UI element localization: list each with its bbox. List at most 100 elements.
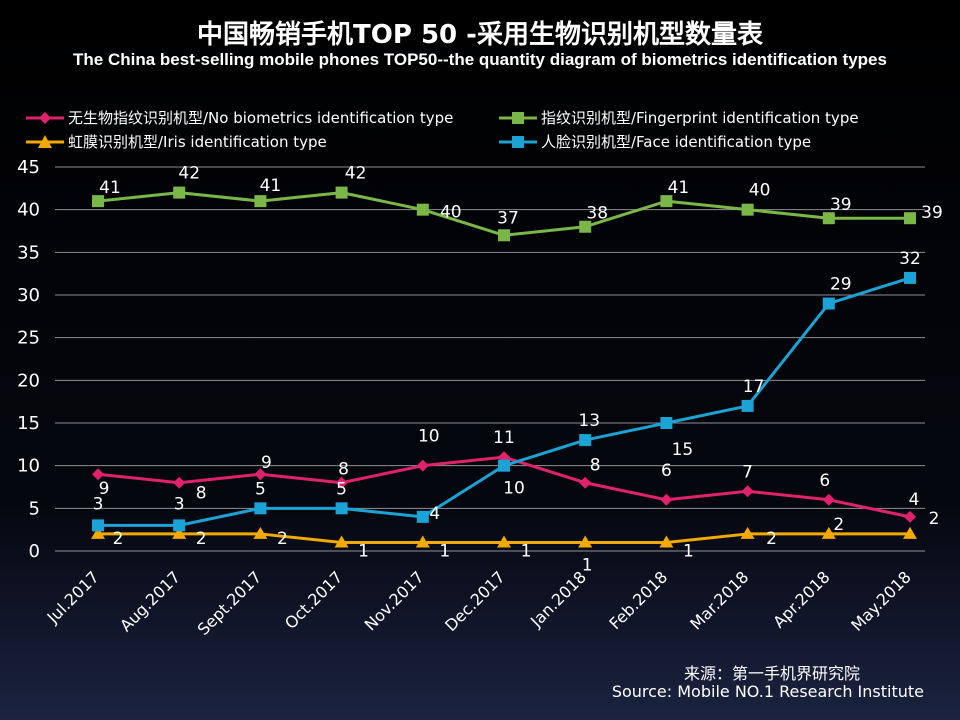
- data-point: [416, 459, 429, 472]
- y-tick-label: 30: [17, 285, 40, 306]
- data-point: [416, 203, 429, 216]
- x-tick-label: Sept.2017: [194, 567, 266, 639]
- data-point: [903, 526, 917, 539]
- data-label: 41: [99, 178, 121, 198]
- data-label: 9: [261, 453, 272, 473]
- y-tick-label: 5: [29, 498, 40, 519]
- data-label: 3: [93, 494, 104, 514]
- y-tick-label: 10: [17, 456, 40, 477]
- chart-subtitle: The China best-selling mobile phones TOP…: [73, 50, 887, 69]
- data-label: 17: [743, 377, 765, 397]
- data-point: [579, 220, 592, 233]
- legend-item-no-biometrics: 无生物指纹识别机型/No biometrics identification t…: [22, 107, 453, 128]
- data-point: [173, 476, 186, 489]
- data-label: 2: [277, 529, 288, 549]
- data-point: [821, 526, 836, 539]
- data-label: 1: [521, 541, 532, 561]
- data-point: [92, 519, 104, 532]
- legend-marker-face: [499, 135, 537, 148]
- data-label: 39: [921, 203, 943, 223]
- data-point: [416, 510, 429, 523]
- data-label: 2: [929, 509, 940, 529]
- data-point: [660, 493, 673, 506]
- data-point: [741, 399, 754, 412]
- legend-label-no-biometrics: 无生物指纹识别机型/No biometrics identification t…: [68, 109, 454, 127]
- data-label: 2: [766, 529, 777, 549]
- data-point: [254, 502, 267, 515]
- data-label: 8: [196, 484, 207, 504]
- data-point: [822, 212, 835, 225]
- legend-label-face: 人脸识别机型/Face identification type: [541, 133, 812, 151]
- legend-marker-no-biometrics: [26, 111, 64, 124]
- source-cn: 来源：第一手机界研究院: [683, 664, 860, 683]
- data-label: 7: [742, 462, 753, 482]
- data-label: 39: [830, 195, 852, 215]
- data-label: 32: [899, 249, 921, 269]
- data-label: 10: [503, 479, 525, 499]
- data-point: [335, 502, 348, 515]
- x-tick-label: Jan.2018: [526, 567, 590, 631]
- x-tick-label: Aug.2017: [116, 567, 184, 635]
- data-point: [497, 535, 511, 548]
- data-point: [660, 417, 673, 429]
- data-point: [578, 535, 593, 548]
- data-label: 37: [497, 208, 519, 228]
- data-point: [335, 186, 348, 199]
- y-tick-label: 15: [17, 413, 40, 434]
- data-point: [904, 271, 916, 284]
- data-label: 6: [661, 461, 672, 481]
- data-label: 41: [260, 176, 282, 196]
- data-point: [254, 468, 267, 481]
- data-label: 13: [578, 411, 600, 431]
- data-point: [173, 519, 186, 532]
- data-point: [498, 229, 510, 242]
- data-label: 40: [440, 203, 462, 223]
- data-label: 1: [582, 555, 593, 575]
- y-tick-label: 20: [17, 370, 40, 391]
- data-point: [173, 186, 186, 199]
- data-label: 1: [439, 541, 450, 561]
- data-label: 15: [672, 440, 694, 460]
- data-label: 1: [358, 541, 369, 561]
- data-label: 2: [196, 529, 207, 549]
- data-label: 42: [345, 164, 367, 184]
- x-tick-label: Feb.2018: [605, 567, 671, 633]
- legend-item-iris: 虹膜识别机型/Iris identification type: [22, 131, 327, 152]
- x-tick-label: May.2018: [847, 567, 915, 635]
- data-point: [254, 195, 267, 208]
- data-point: [415, 535, 430, 548]
- x-tick-label: Apr.2018: [769, 567, 833, 631]
- x-tick-label: Mar.2018: [686, 567, 752, 633]
- data-label: 38: [586, 204, 608, 224]
- data-point: [659, 535, 674, 548]
- data-label: 5: [336, 479, 347, 499]
- data-point: [92, 468, 104, 481]
- data-point: [334, 535, 349, 548]
- data-label: 29: [830, 275, 852, 295]
- data-label: 41: [668, 178, 690, 198]
- data-point: [740, 526, 755, 539]
- data-point: [335, 476, 348, 489]
- data-label: 2: [113, 529, 124, 549]
- data-label: 4: [429, 504, 440, 524]
- data-point: [904, 510, 916, 523]
- data-point: [92, 195, 104, 208]
- data-label: 10: [418, 427, 440, 447]
- data-label: 42: [178, 164, 200, 184]
- data-point: [741, 203, 754, 216]
- data-point: [741, 485, 754, 498]
- data-label: 40: [749, 181, 771, 201]
- data-label: 8: [338, 460, 349, 480]
- data-label: 9: [99, 479, 110, 499]
- legend-item-fingerprint: 指纹识别机型/Fingerprint identification type: [495, 107, 859, 128]
- data-point: [253, 526, 268, 539]
- y-tick-label: 25: [17, 328, 40, 349]
- data-point: [579, 434, 592, 447]
- data-point: [91, 526, 105, 539]
- data-label: 6: [819, 471, 830, 491]
- x-tick-label: Jul.2017: [43, 567, 103, 627]
- data-label: 4: [909, 490, 920, 510]
- data-label: 5: [255, 479, 266, 499]
- data-point: [660, 195, 673, 208]
